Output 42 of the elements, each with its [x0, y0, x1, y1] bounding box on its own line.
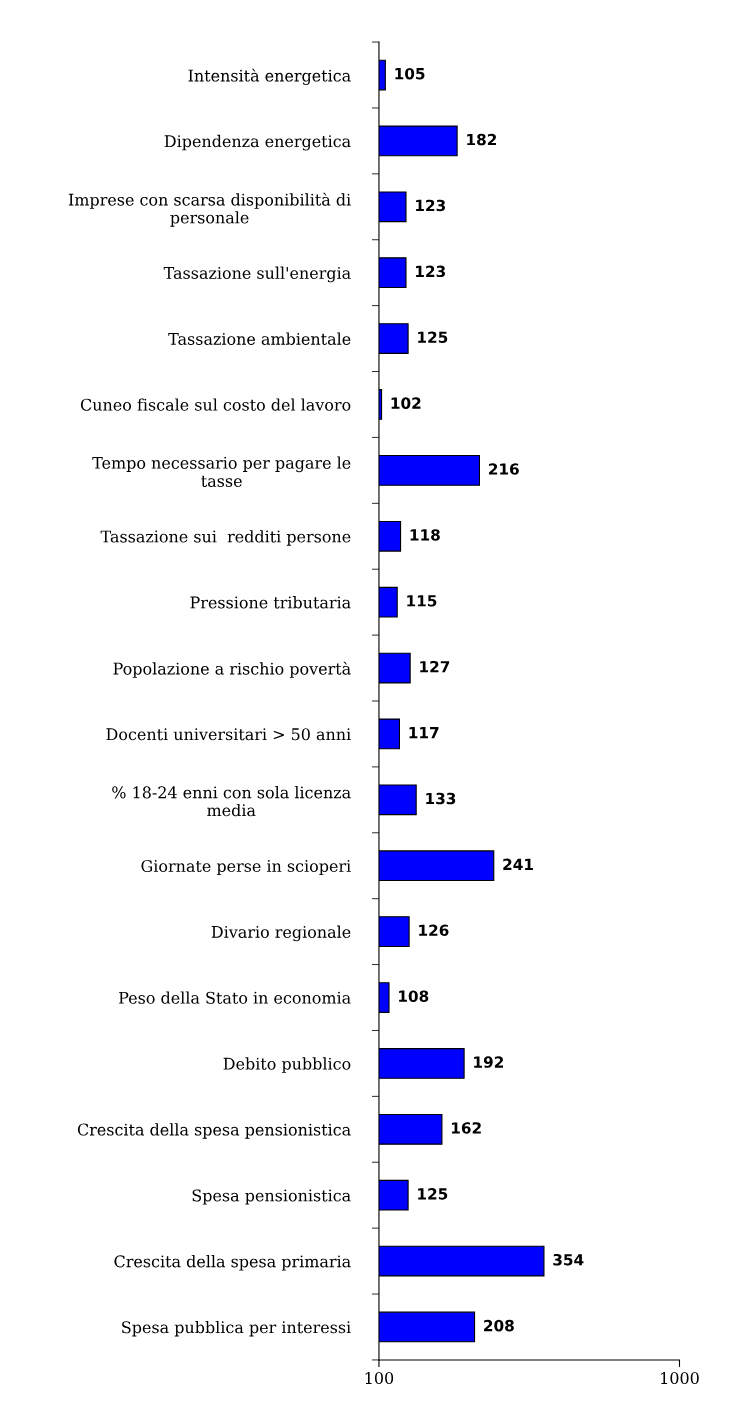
y-tick-label: Spesa pubblica per interessi: [122, 1320, 351, 1337]
y-tick-label: Crescita della spesa pensionistica: [77, 1123, 351, 1139]
data-label: 126: [419, 924, 449, 937]
x-tick-label: 1000: [661, 1372, 699, 1385]
y-tick-label: Intensità energetica: [188, 68, 351, 85]
data-label: 127: [420, 660, 450, 673]
y-tick-label: Tassazione sui redditi persone: [100, 530, 351, 546]
y-tick-label: Docenti universitari > 50 anni: [106, 728, 351, 741]
data-label: 241: [503, 858, 533, 870]
data-label: 182: [467, 133, 497, 146]
y-tick-label: Debito pubblico: [223, 1057, 351, 1073]
data-label: 208: [484, 1319, 514, 1332]
y-tick-label: Imprese con scarsa disponibilità di personale: [68, 192, 351, 227]
y-tick-label: Cuneo fiscale sul costo del lavoro: [80, 398, 351, 411]
data-label: 354: [553, 1253, 584, 1266]
y-tick-label: Dipendenza energetica: [164, 134, 351, 151]
data-label: 117: [409, 727, 439, 739]
data-label: 133: [426, 792, 456, 805]
x-tick-label: 100: [365, 1372, 394, 1385]
y-tick-label: Crescita della spesa primaria: [114, 1255, 351, 1271]
data-label: 108: [399, 990, 429, 1002]
data-label: 118: [410, 529, 440, 541]
data-label: 105: [395, 67, 425, 80]
y-tick-label: Spesa pensionistica: [192, 1189, 351, 1205]
data-label: 162: [451, 1122, 481, 1134]
data-label: 123: [416, 199, 445, 212]
y-tick-label: Pressione tributaria: [190, 596, 351, 609]
y-tick-label: Divario regionale: [211, 925, 351, 942]
data-label: 125: [418, 331, 448, 344]
data-label: 125: [418, 1188, 448, 1200]
y-tick-label: Tempo necessario per pagare le tasse: [92, 456, 351, 487]
data-label: 216: [489, 463, 519, 475]
data-label: 123: [416, 265, 445, 278]
data-label: 102: [391, 397, 421, 409]
data-label: 192: [474, 1056, 503, 1068]
y-tick-label: Tassazione ambientale: [168, 332, 351, 345]
y-tick-label: Popolazione a rischio povertà: [113, 661, 351, 678]
y-tick-label: Tassazione sull'energia: [163, 266, 351, 283]
y-tick-label: Peso della Stato in economia: [119, 991, 351, 1004]
data-label: 115: [407, 595, 437, 607]
y-tick-label: Giornate perse in scioperi: [141, 859, 351, 876]
y-tick-label: % 18-24 enni con sola licenza media: [112, 786, 351, 817]
